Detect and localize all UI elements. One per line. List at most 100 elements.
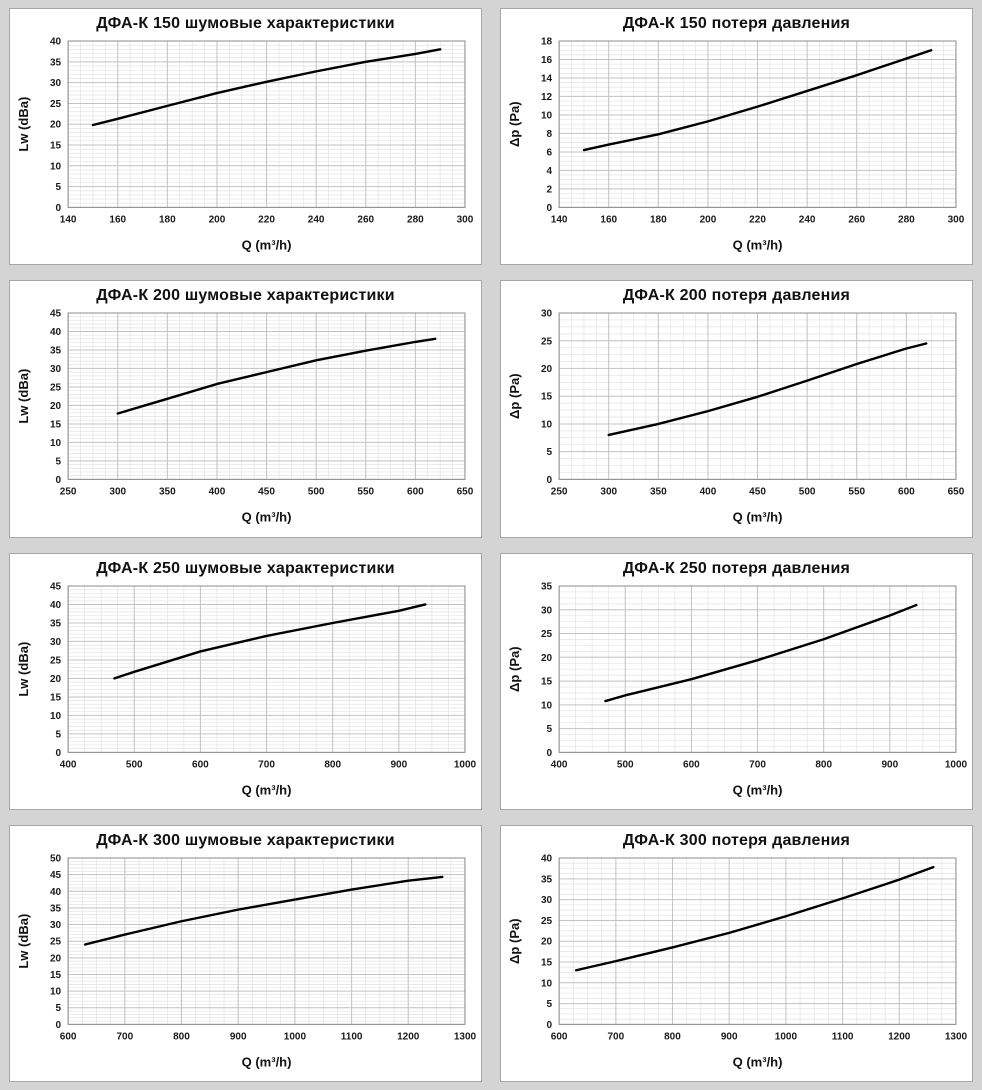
svg-text:5: 5 — [547, 999, 553, 1010]
svg-text:30: 30 — [50, 636, 62, 647]
svg-text:Lw (dBa): Lw (dBa) — [16, 641, 31, 696]
svg-text:Lw (dBa): Lw (dBa) — [16, 913, 31, 968]
svg-text:50: 50 — [50, 853, 62, 864]
chart-card-dfa-k-150-noise: ДФА-К 150 шумовые характеристики 140 160 1… — [9, 8, 482, 266]
svg-text:35: 35 — [50, 346, 62, 357]
svg-text:140: 140 — [551, 214, 568, 225]
svg-text:25: 25 — [541, 629, 553, 640]
svg-text:35: 35 — [50, 903, 62, 914]
svg-text:Q (m³/h): Q (m³/h) — [733, 237, 783, 252]
chart-plot-area: 250 300 350 400 450 500 550 600 650 0 5 10 15 20 25 30 3… — [16, 309, 474, 525]
svg-text:180: 180 — [650, 214, 667, 225]
svg-text:800: 800 — [173, 1031, 190, 1042]
svg-text:30: 30 — [50, 78, 62, 89]
svg-text:280: 280 — [898, 214, 915, 225]
svg-text:280: 280 — [407, 214, 424, 225]
svg-text:550: 550 — [357, 487, 374, 498]
svg-text:10: 10 — [50, 986, 62, 997]
svg-text:10: 10 — [541, 978, 553, 989]
svg-text:Q (m³/h): Q (m³/h) — [733, 782, 783, 797]
svg-text:30: 30 — [541, 309, 553, 320]
svg-text:45: 45 — [50, 870, 62, 881]
svg-text:Q (m³/h): Q (m³/h) — [733, 1054, 783, 1069]
svg-text:4: 4 — [547, 166, 553, 177]
svg-text:Q (m³/h): Q (m³/h) — [242, 237, 292, 252]
chart-plot-area: 140 160 180 200 220 240 260 280 300 0 2 4 6 8 10 12 14 16… — [507, 37, 965, 253]
svg-text:Δp (Pa): Δp (Pa) — [507, 374, 522, 420]
svg-text:Δp (Pa): Δp (Pa) — [507, 646, 522, 692]
svg-text:15: 15 — [50, 420, 62, 431]
svg-text:5: 5 — [547, 447, 553, 458]
svg-text:0: 0 — [547, 747, 553, 758]
svg-text:Δp (Pa): Δp (Pa) — [507, 918, 522, 964]
svg-text:450: 450 — [258, 487, 275, 498]
svg-text:8: 8 — [547, 129, 553, 140]
svg-text:Lw (dBa): Lw (dBa) — [16, 369, 31, 424]
svg-text:900: 900 — [230, 1031, 247, 1042]
svg-text:250: 250 — [60, 487, 77, 498]
svg-text:30: 30 — [541, 605, 553, 616]
svg-text:Q (m³/h): Q (m³/h) — [242, 1054, 292, 1069]
svg-text:400: 400 — [551, 759, 568, 770]
svg-text:700: 700 — [749, 759, 766, 770]
svg-text:1200: 1200 — [888, 1031, 911, 1042]
svg-text:350: 350 — [650, 487, 667, 498]
svg-text:25: 25 — [541, 916, 553, 927]
chart-card-dfa-k-250-noise: ДФА-К 250 шумовые характеристики 400 500 6… — [9, 552, 482, 810]
svg-text:35: 35 — [50, 618, 62, 629]
svg-text:40: 40 — [50, 37, 62, 48]
chart-title: ДФА-К 200 шумовые характеристики — [96, 287, 395, 305]
svg-text:40: 40 — [50, 327, 62, 338]
svg-text:10: 10 — [50, 438, 62, 449]
svg-text:260: 260 — [848, 214, 865, 225]
svg-text:500: 500 — [308, 487, 325, 498]
chart-card-dfa-k-250-pressure: ДФА-К 250 потеря давления 400 500 600 700 80… — [500, 552, 973, 810]
svg-text:35: 35 — [541, 874, 553, 885]
svg-text:600: 600 — [683, 759, 700, 770]
svg-text:25: 25 — [50, 99, 62, 110]
svg-text:Q (m³/h): Q (m³/h) — [242, 510, 292, 525]
svg-text:250: 250 — [551, 487, 568, 498]
svg-text:1000: 1000 — [454, 759, 477, 770]
chart-plot-area: 600 700 800 900 1000 1100 1200 1300 0 5 10 15 20 25 30… — [507, 853, 967, 1069]
svg-text:15: 15 — [50, 970, 62, 981]
svg-text:800: 800 — [664, 1031, 681, 1042]
svg-text:5: 5 — [56, 457, 62, 468]
svg-text:160: 160 — [600, 214, 617, 225]
svg-text:260: 260 — [357, 214, 374, 225]
chart-plot-area: 250 300 350 400 450 500 550 600 650 0 5 10 15 20 25 30 Q… — [507, 309, 965, 525]
svg-text:35: 35 — [541, 581, 553, 592]
svg-text:Δp (Pa): Δp (Pa) — [507, 101, 522, 147]
svg-text:550: 550 — [848, 487, 865, 498]
svg-text:0: 0 — [547, 203, 553, 214]
svg-text:160: 160 — [109, 214, 126, 225]
svg-text:10: 10 — [541, 420, 553, 431]
svg-text:650: 650 — [948, 487, 965, 498]
svg-text:35: 35 — [50, 57, 62, 68]
svg-text:6: 6 — [547, 147, 553, 158]
svg-text:0: 0 — [56, 203, 62, 214]
svg-text:1300: 1300 — [454, 1031, 477, 1042]
svg-text:300: 300 — [109, 487, 126, 498]
svg-text:20: 20 — [50, 673, 62, 684]
svg-text:300: 300 — [600, 487, 617, 498]
svg-text:Q (m³/h): Q (m³/h) — [733, 510, 783, 525]
svg-text:400: 400 — [209, 487, 226, 498]
svg-text:800: 800 — [815, 759, 832, 770]
svg-text:300: 300 — [457, 214, 474, 225]
svg-text:900: 900 — [881, 759, 898, 770]
chart-plot-area: 400 500 600 700 800 900 1000 0 5 10 15 20 25 30 35 40 45… — [16, 581, 477, 797]
svg-text:1000: 1000 — [284, 1031, 307, 1042]
svg-text:5: 5 — [56, 1003, 62, 1014]
svg-text:700: 700 — [116, 1031, 133, 1042]
chart-card-dfa-k-200-pressure: ДФА-К 200 потеря давления 250 300 350 400 45… — [500, 280, 973, 538]
svg-text:25: 25 — [50, 655, 62, 666]
svg-text:1100: 1100 — [832, 1031, 854, 1042]
svg-text:20: 20 — [50, 953, 62, 964]
svg-text:600: 600 — [192, 759, 209, 770]
chart-title: ДФА-К 250 потеря давления — [622, 559, 851, 577]
svg-text:25: 25 — [50, 383, 62, 394]
chart-plot-area: 140 160 180 200 220 240 260 280 300 0 5 10 15 20 25 30 3… — [16, 37, 474, 253]
svg-text:0: 0 — [547, 1020, 553, 1031]
